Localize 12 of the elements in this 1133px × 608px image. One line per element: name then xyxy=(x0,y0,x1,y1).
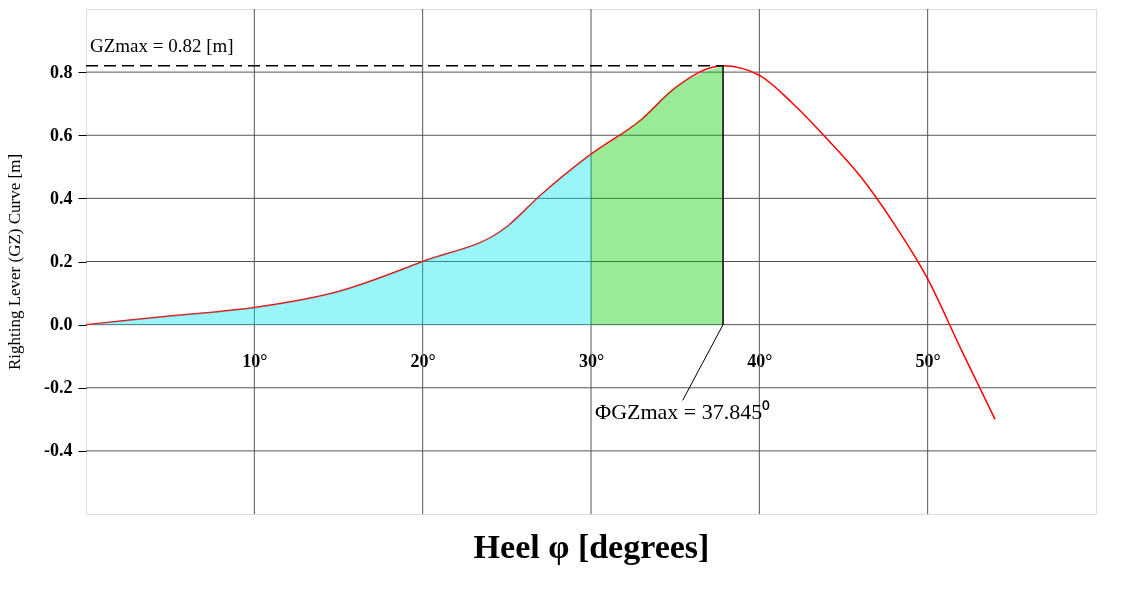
x-axis-title: Heel φ [degrees] xyxy=(473,527,710,565)
y-tick-label: 0.0 xyxy=(50,314,73,335)
y-axis-title: Righting Lever (GZ) Curve [m] xyxy=(5,153,25,371)
line-series xyxy=(85,65,996,421)
y-tick-label: 0.4 xyxy=(50,187,73,208)
y-tick-label: 0.2 xyxy=(50,251,73,271)
y-tick-label: 0.8 xyxy=(50,61,73,82)
ref-line-label: GZmax = 0.82 [m] xyxy=(90,34,234,56)
y-tick-label: -0.2 xyxy=(44,377,73,398)
y-tick-label: -0.4 xyxy=(44,440,73,461)
y-tick-label: 0.6 xyxy=(50,124,73,145)
x-tick-label: 30° xyxy=(578,351,605,372)
